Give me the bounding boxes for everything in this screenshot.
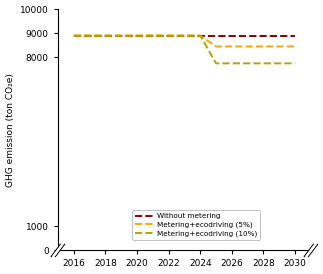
Metering+ecodriving (5%) [72, 34, 76, 37]
Metering+ecodriving (10%) [72, 34, 76, 37]
Without metering [214, 34, 218, 37]
Legend: Without metering, Metering+ecodriving (5%), Metering+ecodriving (10%): Without metering, Metering+ecodriving (5… [132, 210, 260, 239]
Metering+ecodriving (5%) [293, 45, 297, 48]
Metering+ecodriving (5%) [198, 34, 202, 37]
Polygon shape [52, 244, 64, 256]
Without metering [198, 34, 202, 37]
Metering+ecodriving (10%) [214, 62, 218, 65]
Line: Metering+ecodriving (5%): Metering+ecodriving (5%) [74, 36, 295, 47]
Metering+ecodriving (10%) [293, 62, 297, 65]
Without metering [72, 34, 76, 37]
Polygon shape [305, 244, 317, 256]
Y-axis label: GHG emission (ton CO₂e): GHG emission (ton CO₂e) [5, 73, 15, 187]
Metering+ecodriving (5%) [214, 45, 218, 48]
Line: Metering+ecodriving (10%): Metering+ecodriving (10%) [74, 36, 295, 63]
Without metering [293, 34, 297, 37]
Metering+ecodriving (10%) [198, 34, 202, 37]
